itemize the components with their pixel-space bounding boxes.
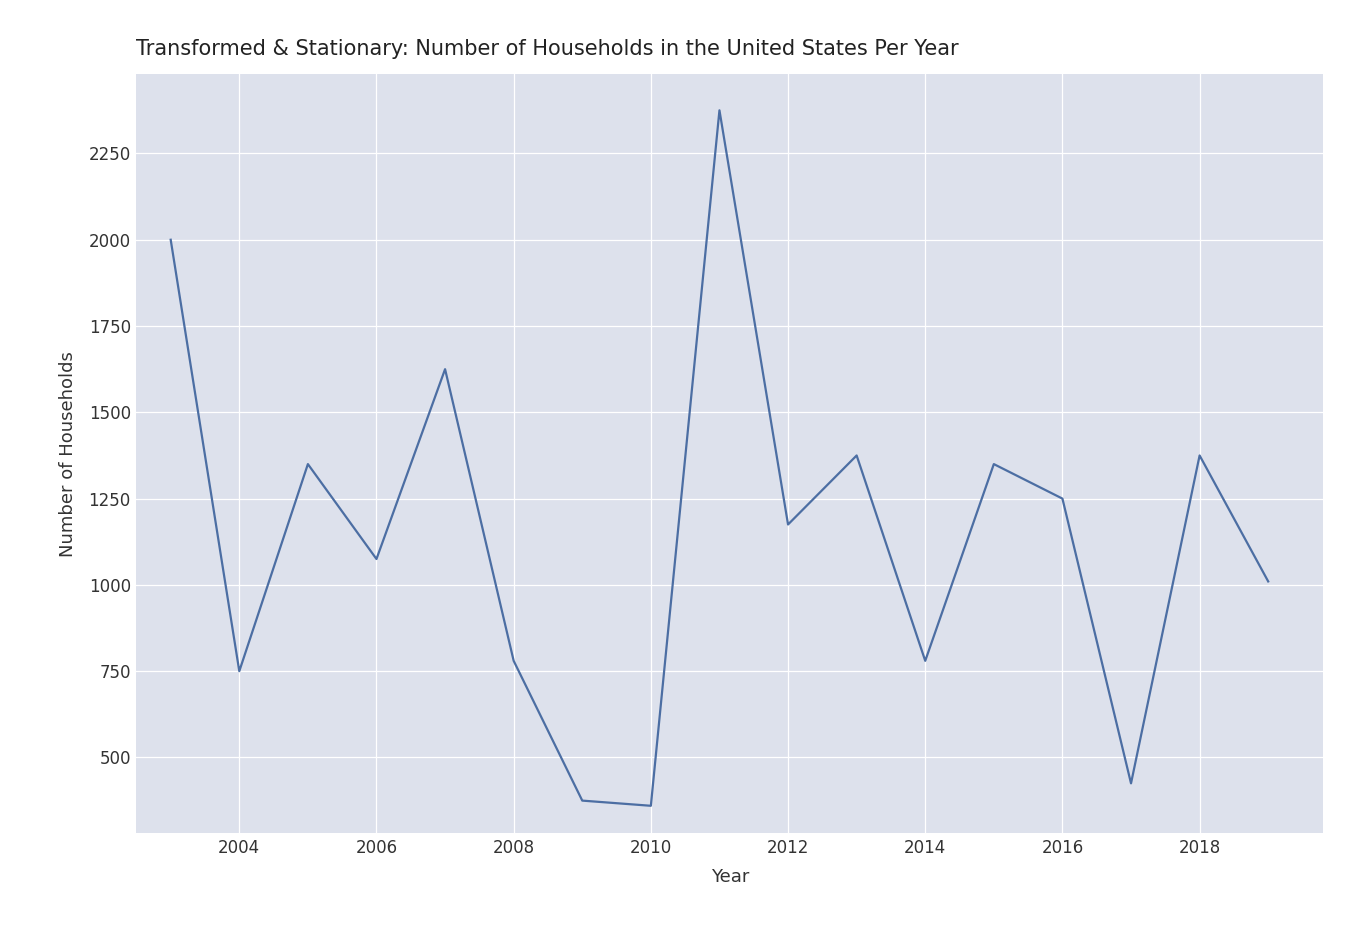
Text: Transformed & Stationary: Number of Households in the United States Per Year: Transformed & Stationary: Number of Hous…: [136, 39, 959, 58]
X-axis label: Year: Year: [711, 868, 749, 886]
Y-axis label: Number of Households: Number of Households: [60, 351, 78, 557]
